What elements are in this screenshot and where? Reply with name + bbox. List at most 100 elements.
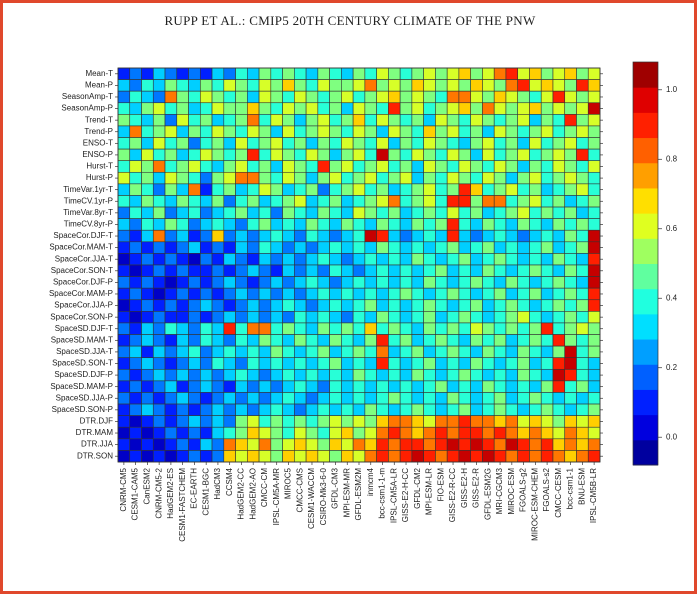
heat-cell <box>552 195 566 208</box>
heat-cell <box>247 125 260 138</box>
heat-cell <box>282 206 295 219</box>
heat-cell <box>235 206 248 219</box>
heat-cell <box>411 90 424 104</box>
heat-cell <box>294 403 307 416</box>
heat-cell <box>341 102 354 115</box>
heat-cell <box>329 426 342 440</box>
heat-cell <box>211 322 225 335</box>
heat-cell <box>199 415 213 428</box>
heat-cell <box>364 79 377 92</box>
heat-cell <box>164 114 178 127</box>
heat-cell <box>294 334 307 347</box>
y-tick-label: SpaceSD.SON-T <box>52 359 113 368</box>
heat-cell <box>435 276 448 289</box>
heat-cell <box>329 253 342 266</box>
heat-cell <box>587 241 601 254</box>
heat-cell <box>117 380 131 393</box>
heat-cell <box>258 160 272 173</box>
heat-cell <box>540 241 554 254</box>
heat-cell <box>141 322 154 335</box>
heat-cell <box>552 102 566 115</box>
heat-cell <box>352 276 366 289</box>
heat-cell <box>388 322 401 335</box>
heat-cell <box>294 299 307 312</box>
heat-cell <box>364 148 377 162</box>
heat-cell <box>540 357 554 370</box>
heat-cell <box>188 392 201 405</box>
heat-cell <box>564 148 577 162</box>
heat-cell <box>199 438 213 451</box>
heat-cell <box>223 171 236 185</box>
heat-cell <box>435 450 448 463</box>
heat-cell <box>552 380 566 393</box>
heat-cell <box>446 148 460 162</box>
heat-cell <box>176 183 189 196</box>
heat-cell <box>587 380 601 393</box>
heat-cell <box>529 114 542 127</box>
heat-cell <box>341 380 354 393</box>
heat-cell <box>435 357 448 370</box>
heat-cell <box>294 276 307 289</box>
heat-cell <box>446 183 460 196</box>
heat-cell <box>564 450 577 463</box>
heat-cell <box>188 148 201 162</box>
heat-cell <box>294 450 307 463</box>
heat-cell <box>564 218 577 231</box>
heat-cell <box>164 299 178 312</box>
heat-cell <box>329 322 342 335</box>
heat-cell <box>552 253 566 266</box>
heat-cell <box>399 218 413 231</box>
heat-cell <box>540 148 554 162</box>
heat-cell <box>529 160 542 173</box>
heat-cell <box>423 392 436 405</box>
heat-cell <box>164 334 178 347</box>
heat-cell <box>399 426 413 440</box>
heat-cell <box>576 287 589 301</box>
heat-cell <box>399 403 413 416</box>
heat-cell <box>341 426 354 440</box>
heat-cell <box>540 322 554 335</box>
heat-cell <box>294 102 307 115</box>
heat-cell <box>564 392 577 405</box>
x-tick-label: CNRM-CM5 <box>119 467 128 511</box>
heat-cell <box>199 334 213 347</box>
heat-cell <box>282 368 295 382</box>
heat-cell <box>388 160 401 173</box>
heat-cell <box>258 241 272 254</box>
heat-cell <box>199 392 213 405</box>
heat-cell <box>399 276 413 289</box>
heat-cell <box>270 253 283 266</box>
heat-cell <box>164 206 178 219</box>
heat-cell <box>117 299 131 312</box>
heat-cell <box>564 183 577 196</box>
x-tick-label: inmcm4 <box>366 467 375 496</box>
heat-cell <box>364 171 377 185</box>
colorbar-band <box>633 389 658 416</box>
heat-cell <box>258 287 272 301</box>
heat-cell <box>129 67 142 80</box>
heat-cell <box>482 426 495 440</box>
heat-cell <box>329 79 342 92</box>
heat-cell <box>305 171 319 185</box>
heat-cell <box>152 125 166 138</box>
heat-cell <box>117 160 131 173</box>
heat-cell <box>540 137 554 150</box>
heat-cell <box>247 357 260 370</box>
heat-cell <box>364 415 377 428</box>
heat-cell <box>199 357 213 370</box>
heat-cell <box>141 403 154 416</box>
heat-cell <box>199 206 213 219</box>
heat-cell <box>188 438 201 451</box>
heat-cell <box>176 229 189 243</box>
heat-cell <box>176 241 189 254</box>
heat-cell <box>176 218 189 231</box>
heat-cell <box>411 148 424 162</box>
heat-cell <box>388 241 401 254</box>
heat-cell <box>294 148 307 162</box>
heat-cell <box>435 206 448 219</box>
heat-cell <box>564 79 577 92</box>
heat-cell <box>199 345 213 359</box>
heat-cell <box>576 264 589 277</box>
heat-cell <box>540 253 554 266</box>
y-tick-label: DTR.SON <box>77 451 113 460</box>
